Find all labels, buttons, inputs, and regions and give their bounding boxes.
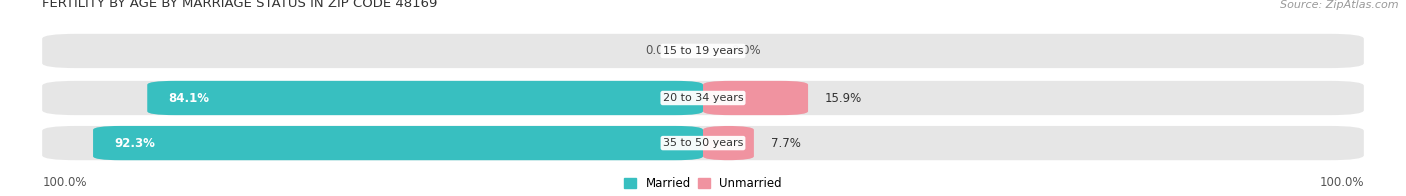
Legend: Married, Unmarried: Married, Unmarried — [624, 177, 782, 190]
FancyBboxPatch shape — [42, 81, 1364, 115]
FancyBboxPatch shape — [703, 126, 754, 160]
FancyBboxPatch shape — [148, 81, 703, 115]
Text: 100.0%: 100.0% — [42, 176, 87, 189]
FancyBboxPatch shape — [42, 126, 1364, 160]
Text: Source: ZipAtlas.com: Source: ZipAtlas.com — [1281, 0, 1399, 10]
Text: 7.7%: 7.7% — [770, 137, 800, 150]
Text: 84.1%: 84.1% — [169, 92, 209, 104]
Text: 20 to 34 years: 20 to 34 years — [662, 93, 744, 103]
Text: 0.0%: 0.0% — [731, 44, 761, 57]
Text: 15.9%: 15.9% — [825, 92, 862, 104]
Text: 100.0%: 100.0% — [1319, 176, 1364, 189]
Text: 15 to 19 years: 15 to 19 years — [662, 46, 744, 56]
Text: 92.3%: 92.3% — [114, 137, 155, 150]
Text: 35 to 50 years: 35 to 50 years — [662, 138, 744, 148]
Text: FERTILITY BY AGE BY MARRIAGE STATUS IN ZIP CODE 48169: FERTILITY BY AGE BY MARRIAGE STATUS IN Z… — [42, 0, 437, 10]
FancyBboxPatch shape — [42, 34, 1364, 68]
FancyBboxPatch shape — [703, 81, 808, 115]
FancyBboxPatch shape — [93, 126, 703, 160]
Text: 0.0%: 0.0% — [645, 44, 675, 57]
